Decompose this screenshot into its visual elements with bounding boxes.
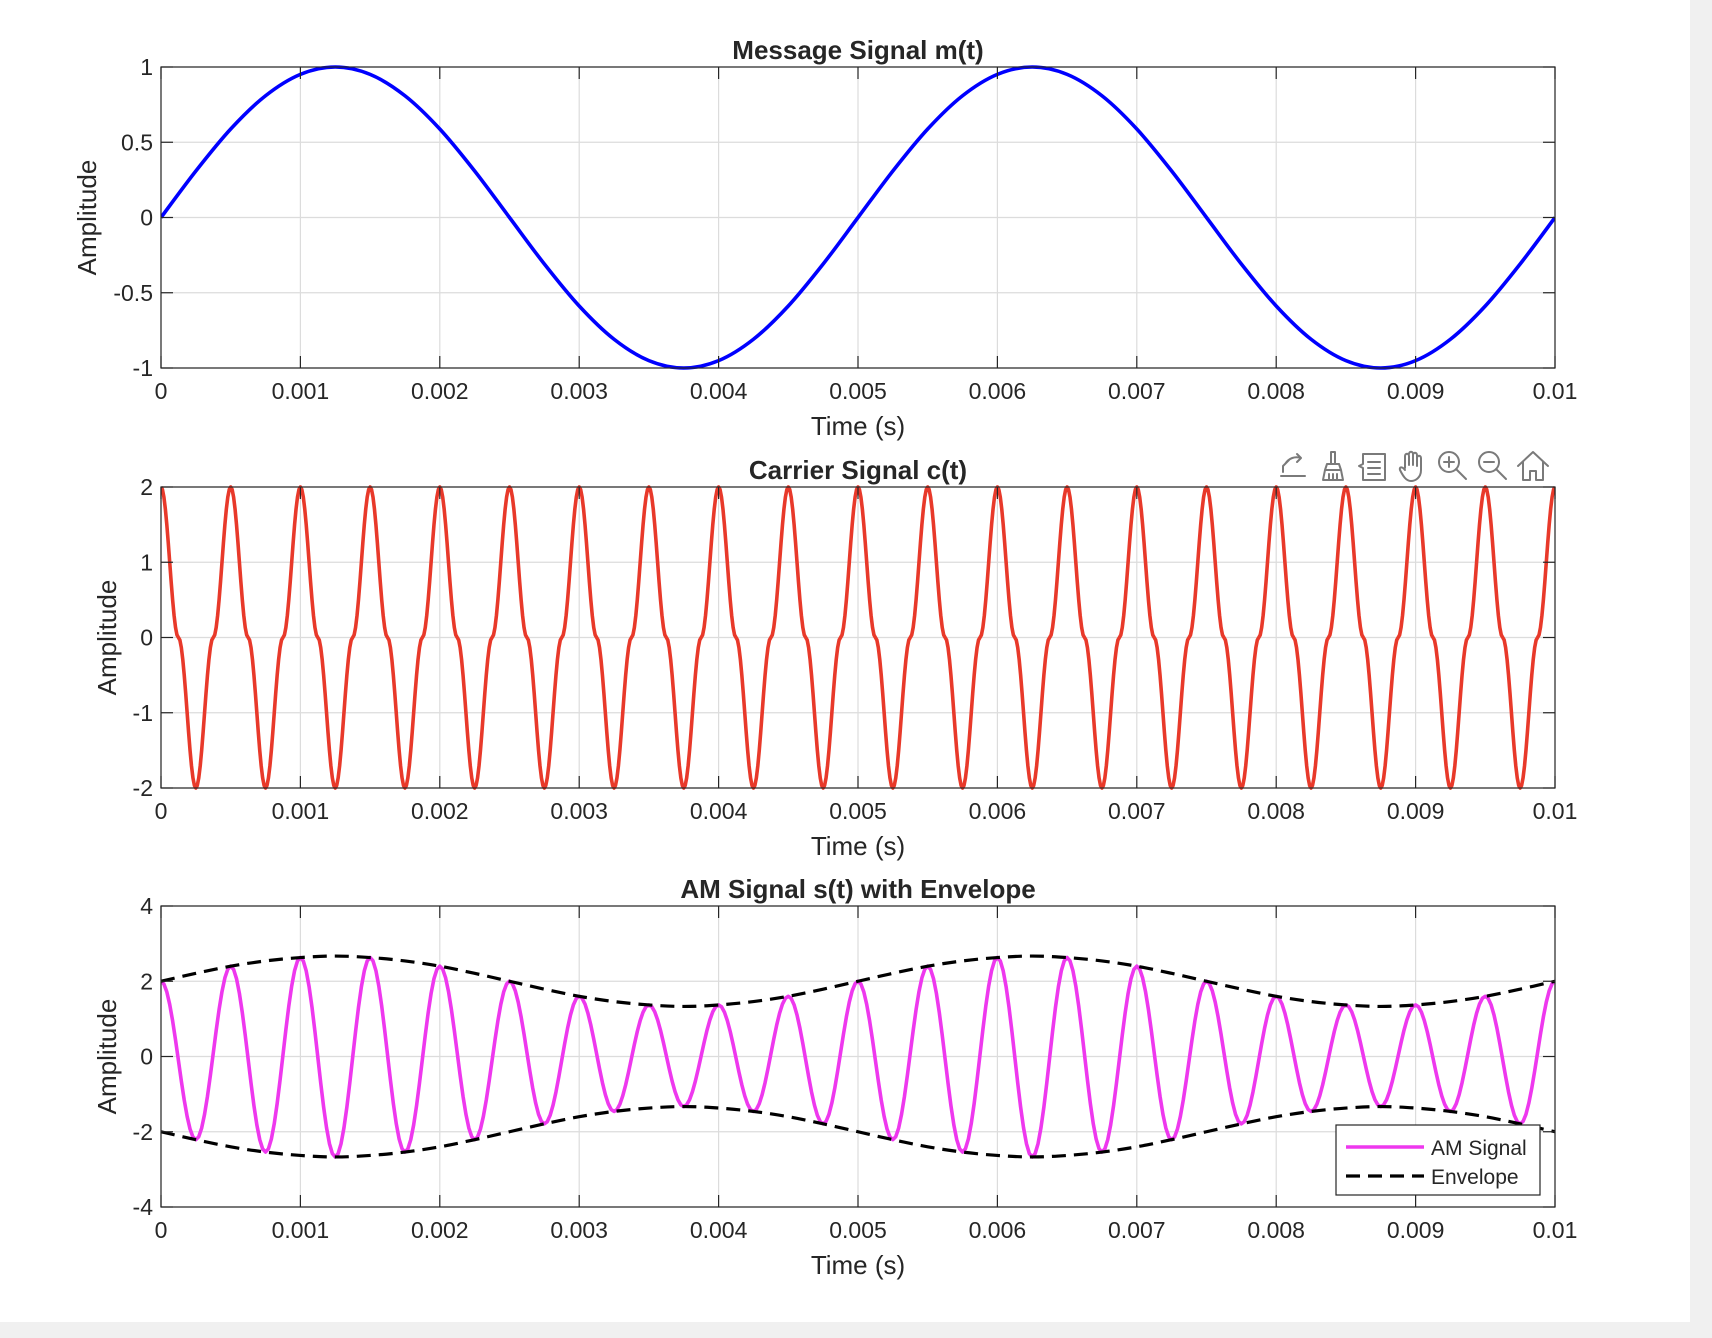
message-signal-plot[interactable]: 0 0.001 0.002 0.003 0.004 0.005 0.006 0.007 0.00… <box>72 35 1577 441</box>
x-tick-label: 0 <box>155 798 168 824</box>
x-tick-label: 0.002 <box>411 378 469 404</box>
axes-box <box>160 66 1556 369</box>
x-tick-label: 0.003 <box>550 1217 608 1243</box>
pan-icon[interactable] <box>1395 448 1431 484</box>
y-tick-label: -0.5 <box>113 280 153 306</box>
zoom-in-icon[interactable] <box>1435 448 1471 484</box>
x-tick-label: 0.008 <box>1247 798 1305 824</box>
series-line-0 <box>161 65 1555 370</box>
x-tick-label: 0.01 <box>1533 798 1578 824</box>
axes-box <box>160 486 1556 789</box>
x-tick-label: 0.006 <box>969 798 1027 824</box>
am-signal-plot[interactable]: 0 0.001 0.002 0.003 0.004 0.005 0.006 0.007 0.00… <box>92 874 1577 1280</box>
plot-title: AM Signal s(t) with Envelope <box>680 874 1035 904</box>
x-tick-label: 0.006 <box>969 378 1027 404</box>
legend-label: Envelope <box>1431 1166 1519 1189</box>
y-tick-label: -2 <box>133 1119 153 1145</box>
x-tick-label: 0.004 <box>690 378 748 404</box>
legend-box <box>1335 1124 1541 1196</box>
y-axis-label: Amplitude <box>92 580 122 696</box>
carrier-signal-plot[interactable]: 0 0.001 0.002 0.003 0.004 0.005 0.006 0.007 0.00… <box>92 455 1577 861</box>
x-tick-label: 0.001 <box>272 798 330 824</box>
x-tick-label: 0.002 <box>411 1217 469 1243</box>
y-tick-label: -4 <box>133 1194 154 1220</box>
x-tick-label: 0.001 <box>272 378 330 404</box>
x-axis-label: Time (s) <box>811 1250 905 1280</box>
y-tick-label: 0.5 <box>121 129 153 155</box>
x-tick-label: 0.001 <box>272 1217 330 1243</box>
series-line-2 <box>161 1104 1555 1159</box>
y-axis-label: Amplitude <box>92 999 122 1115</box>
y-tick-label: 1 <box>140 54 153 80</box>
home-icon[interactable] <box>1515 448 1551 484</box>
x-tick-label: 0.009 <box>1387 378 1445 404</box>
y-tick-label: -1 <box>133 355 153 381</box>
x-tick-label: 0 <box>155 378 168 404</box>
x-tick-label: 0 <box>155 1217 168 1243</box>
export-icon[interactable] <box>1275 448 1311 484</box>
x-tick-label: 0.009 <box>1387 1217 1445 1243</box>
x-tick-label: 0.008 <box>1247 378 1305 404</box>
x-tick-label: 0.01 <box>1533 1217 1578 1243</box>
x-tick-label: 0.005 <box>829 378 887 404</box>
y-tick-label: 0 <box>140 625 153 651</box>
y-tick-label: 0 <box>140 205 153 231</box>
x-tick-label: 0.009 <box>1387 798 1445 824</box>
x-tick-label: 0.002 <box>411 798 469 824</box>
legend[interactable]: AM Signal Envelope <box>1335 1124 1541 1196</box>
x-tick-label: 0.008 <box>1247 1217 1305 1243</box>
x-tick-label: 0.007 <box>1108 1217 1166 1243</box>
x-tick-label: 0.003 <box>550 798 608 824</box>
y-tick-label: 1 <box>140 549 153 575</box>
series-line-envelope <box>161 954 1555 1009</box>
plot-title: Message Signal m(t) <box>732 35 983 65</box>
x-tick-label: 0.005 <box>829 798 887 824</box>
axes-toolbar[interactable] <box>1275 448 1551 484</box>
plot-title: Carrier Signal c(t) <box>749 455 967 485</box>
y-tick-label: -2 <box>133 775 153 801</box>
x-tick-label: 0.007 <box>1108 798 1166 824</box>
series-group <box>161 65 1555 370</box>
x-axis-label: Time (s) <box>811 411 905 441</box>
y-tick-label: -1 <box>133 700 153 726</box>
brush-icon[interactable] <box>1315 448 1351 484</box>
series-group <box>161 954 1555 1159</box>
y-tick-label: 2 <box>140 968 153 994</box>
zoom-out-icon[interactable] <box>1475 448 1511 484</box>
x-axis-label: Time (s) <box>811 831 905 861</box>
x-tick-label: 0.006 <box>969 1217 1027 1243</box>
x-tick-label: 0.004 <box>690 798 748 824</box>
y-axis-label: Amplitude <box>72 160 102 276</box>
data-tip-icon[interactable] <box>1355 448 1391 484</box>
x-tick-label: 0.005 <box>829 1217 887 1243</box>
y-tick-label: 2 <box>140 474 153 500</box>
x-tick-label: 0.004 <box>690 1217 748 1243</box>
x-tick-label: 0.007 <box>1108 378 1166 404</box>
legend-label: AM Signal <box>1431 1137 1527 1160</box>
x-tick-label: 0.01 <box>1533 378 1578 404</box>
axes-box <box>160 905 1556 1208</box>
y-tick-label: 4 <box>140 893 153 919</box>
x-tick-label: 0.003 <box>550 378 608 404</box>
y-tick-label: 0 <box>140 1044 153 1070</box>
